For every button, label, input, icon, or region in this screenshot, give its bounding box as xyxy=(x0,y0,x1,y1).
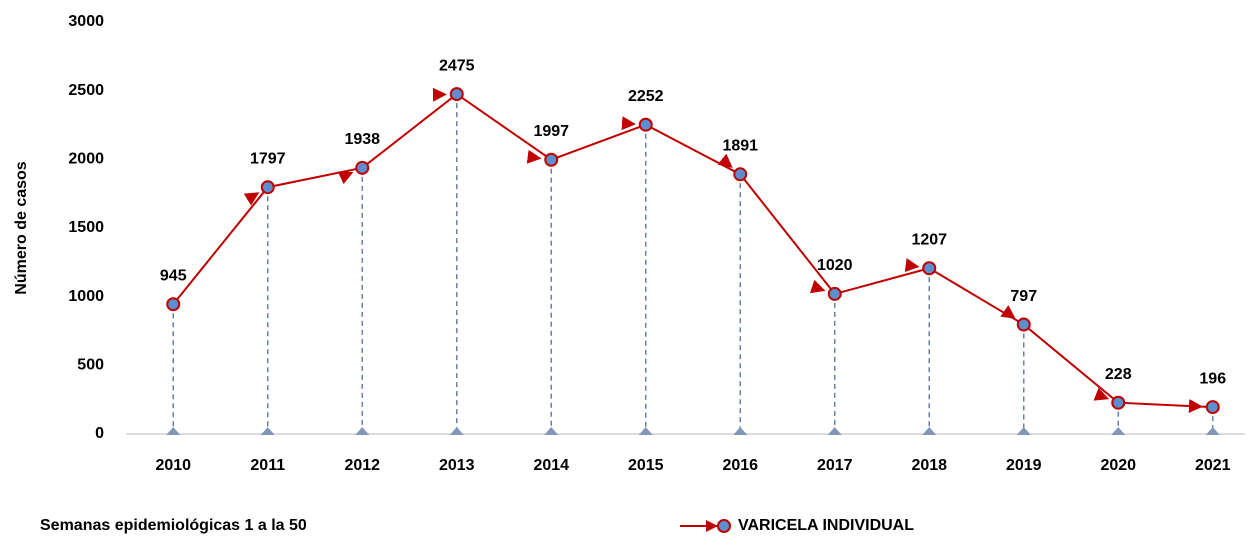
point xyxy=(922,261,937,276)
x-tick-label: 2016 xyxy=(722,457,758,474)
data-label: 1891 xyxy=(722,138,758,155)
x-tick-label: 2013 xyxy=(439,457,475,474)
x-tick-label: 2011 xyxy=(250,457,285,474)
drop-marker xyxy=(544,427,559,435)
point xyxy=(638,117,653,132)
point xyxy=(1111,395,1126,410)
drop-marker xyxy=(638,427,653,435)
drop-marker xyxy=(1111,427,1126,435)
annotation: Semanas epidemiológicas 1 a la 50 xyxy=(40,517,307,534)
drop-marker xyxy=(922,427,937,435)
drop-marker xyxy=(827,427,842,435)
x-tick-label: 2010 xyxy=(155,457,191,474)
point xyxy=(1205,400,1220,415)
drop-marker xyxy=(1205,427,1220,435)
x-tick-label: 2021 xyxy=(1195,457,1231,474)
data-label: 1997 xyxy=(533,123,569,140)
y-tick-label: 2000 xyxy=(68,151,104,168)
x-tick-label: 2017 xyxy=(817,457,853,474)
x-tick-label: 2014 xyxy=(533,457,569,474)
y-axis-label: Número de casos xyxy=(13,161,30,294)
drop-marker xyxy=(260,427,275,435)
drop-marker xyxy=(355,427,370,435)
point xyxy=(260,180,275,195)
legend-label: VARICELA INDIVIDUAL xyxy=(738,517,914,534)
x-tick-label: 2018 xyxy=(911,457,947,474)
line xyxy=(172,87,1213,413)
data-label: 1020 xyxy=(817,257,853,274)
point xyxy=(166,297,181,312)
data-label: 1938 xyxy=(344,131,380,148)
drop-marker xyxy=(449,427,464,435)
x-tick-label: 2012 xyxy=(344,457,380,474)
data-label: 228 xyxy=(1105,366,1132,383)
data-label: 1207 xyxy=(911,231,947,248)
drop-marker xyxy=(733,427,748,435)
drop-marker xyxy=(166,427,181,435)
drop-marker xyxy=(1016,427,1031,435)
data-label: 1797 xyxy=(250,150,286,167)
y-tick-label: 0 xyxy=(95,425,104,442)
data-label: 196 xyxy=(1199,370,1226,387)
point xyxy=(544,152,559,167)
y-tick-label: 2500 xyxy=(68,82,104,99)
data-label: 2252 xyxy=(628,88,664,105)
data-label: 945 xyxy=(160,267,187,284)
point xyxy=(1016,317,1031,332)
x-tick-label: 2015 xyxy=(628,457,664,474)
point xyxy=(449,87,464,102)
data-label: 2475 xyxy=(439,57,475,74)
point xyxy=(827,286,842,301)
point xyxy=(355,160,370,175)
x-tick-label: 2019 xyxy=(1006,457,1042,474)
data-label: 797 xyxy=(1010,288,1037,305)
y-tick-label: 1000 xyxy=(68,288,104,305)
y-tick-label: 500 xyxy=(77,357,104,374)
point xyxy=(733,167,748,182)
y-tick-label: 3000 xyxy=(68,13,104,30)
x-tick-label: 2020 xyxy=(1100,457,1136,474)
legend-arrow xyxy=(706,520,718,532)
y-tick-label: 1500 xyxy=(68,219,104,236)
legend-marker xyxy=(717,519,731,533)
